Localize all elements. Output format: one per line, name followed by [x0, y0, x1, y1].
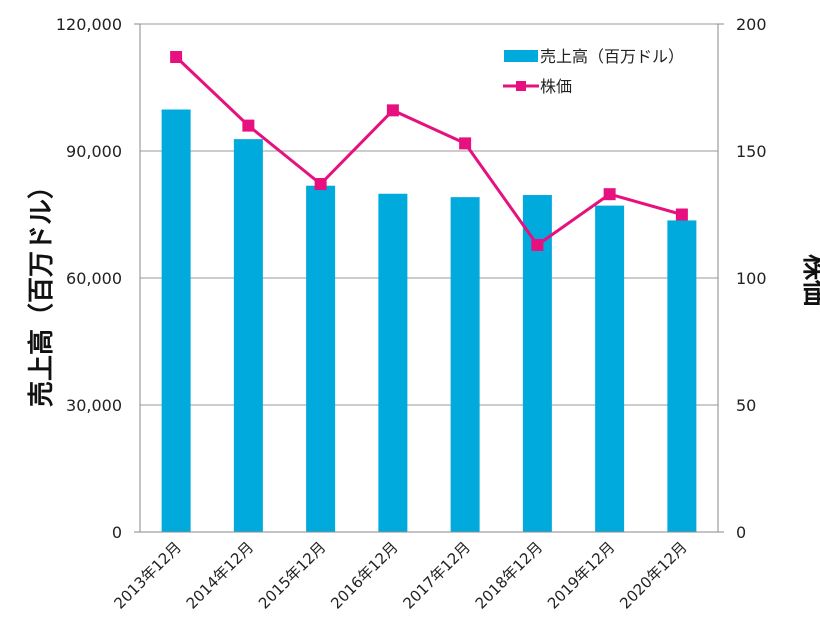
- y2-tick-label: 150: [736, 142, 767, 161]
- price-point: [386, 104, 399, 117]
- legend-bar-swatch: [504, 50, 538, 62]
- y2-axis-ticks: 0 50 100 150 200: [736, 15, 767, 542]
- y-tick-label: 0: [112, 523, 122, 542]
- y2-tick-label: 0: [736, 523, 746, 542]
- bar: [161, 109, 191, 532]
- bar: [306, 185, 336, 533]
- price-point: [603, 188, 616, 201]
- y-axis-ticks: 0 30,000 60,000 90,000 120,000: [56, 15, 122, 542]
- bar: [378, 193, 408, 533]
- x-tick-label: 2014年12月: [183, 538, 257, 612]
- bar-series: [161, 109, 697, 533]
- bar: [522, 195, 552, 532]
- x-tick-label: 2020年12月: [616, 538, 690, 612]
- y2-tick-label: 50: [736, 396, 756, 415]
- y-tick-label: 90,000: [66, 142, 122, 161]
- bar: [595, 205, 625, 533]
- x-tick-label: 2015年12月: [255, 538, 329, 612]
- gridlines: [140, 23, 718, 406]
- line-series: [170, 51, 688, 251]
- y-axis-title: 売上高（百万ドル）: [26, 173, 57, 407]
- y-tick-label: 30,000: [66, 396, 122, 415]
- axes: [134, 23, 724, 533]
- x-tick-label: 2016年12月: [327, 538, 401, 612]
- legend-line-label: 株価: [540, 77, 572, 96]
- bar: [233, 139, 263, 532]
- y-tick-label: 120,000: [56, 15, 122, 34]
- x-axis-ticks: 2013年12月2014年12月2015年12月2016年12月2017年12月…: [111, 538, 691, 612]
- y2-axis-title: 株価: [799, 254, 820, 306]
- legend-bar-label: 売上高（百万ドル）: [540, 47, 684, 66]
- price-point: [170, 51, 183, 64]
- bar: [667, 220, 697, 532]
- legend: 売上高（百万ドル） 株価: [503, 47, 684, 96]
- legend-line-marker: [516, 81, 526, 91]
- bar: [450, 197, 480, 533]
- price-point: [242, 119, 255, 132]
- x-tick-label: 2018年12月: [472, 538, 546, 612]
- y2-tick-label: 200: [736, 15, 767, 34]
- x-tick-label: 2019年12月: [544, 538, 618, 612]
- y-tick-label: 60,000: [66, 269, 122, 288]
- price-point: [459, 137, 472, 150]
- x-tick-label: 2017年12月: [400, 538, 474, 612]
- price-point: [314, 178, 327, 191]
- x-tick-label: 2013年12月: [111, 538, 185, 612]
- price-line: [175, 55, 683, 248]
- price-point: [531, 238, 544, 251]
- y2-tick-label: 100: [736, 269, 767, 288]
- price-point: [675, 208, 688, 221]
